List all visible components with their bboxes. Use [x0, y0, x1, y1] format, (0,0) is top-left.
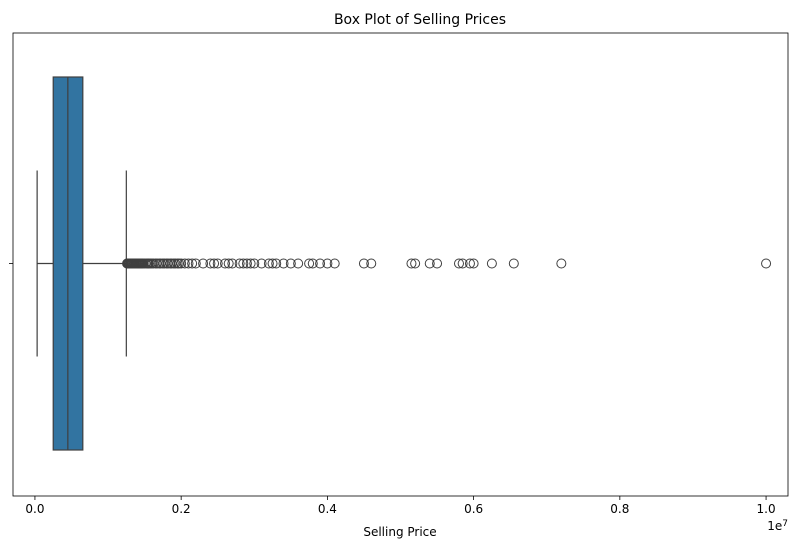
outlier-point [176, 258, 187, 269]
outlier-point [159, 258, 170, 269]
outlier-point [155, 258, 166, 269]
outlier-point [183, 258, 194, 269]
outlier-point [263, 258, 274, 269]
outlier-point [227, 258, 238, 269]
x-tick-label: 0.8 [610, 502, 629, 516]
outlier-point [424, 258, 435, 269]
x-tick-label: 0.0 [25, 502, 44, 516]
outlier-point [457, 258, 468, 269]
outlier-point [148, 258, 159, 269]
chart-title: Box Plot of Selling Prices [334, 12, 506, 28]
outlier-point [212, 258, 223, 269]
outlier-point [410, 258, 421, 269]
outlier-point [406, 258, 417, 269]
x-axis-label: Selling Price [363, 525, 436, 539]
x-tick-label: 0.4 [318, 502, 337, 516]
outlier-point [256, 258, 267, 269]
outlier-point [163, 258, 173, 269]
outlier-point [366, 258, 377, 269]
outlier-point [223, 258, 234, 269]
outlier-point [152, 258, 163, 269]
outlier-point [205, 258, 216, 269]
x-tick-label: 0.2 [172, 502, 191, 516]
outlier-point [234, 258, 245, 269]
outlier-point [271, 258, 282, 269]
outlier-point [170, 258, 181, 269]
axes-frame [12, 32, 789, 497]
outlier-point [209, 258, 220, 269]
outlier-point [173, 258, 184, 269]
outlier-point [238, 258, 249, 269]
outlier-point [166, 258, 177, 269]
outlier-point [304, 258, 315, 269]
outlier-point [249, 258, 260, 269]
outlier-point [453, 258, 464, 269]
outlier-point [468, 258, 479, 269]
outlier-point [307, 258, 318, 269]
outlier-point [432, 258, 443, 269]
outlier-point [464, 258, 475, 269]
outlier-point [358, 258, 369, 269]
outlier-point [508, 258, 519, 269]
x-axis-scale-multiplier: 1e7 [767, 519, 788, 533]
x-tick-label: 0.6 [464, 502, 483, 516]
outlier-point [293, 258, 304, 269]
outlier-point [761, 258, 772, 269]
plot-area [36, 76, 772, 451]
x-tick-label: 1.0 [757, 502, 776, 516]
outlier-point [315, 258, 326, 269]
outlier-point [278, 258, 289, 269]
outlier-point [179, 258, 190, 269]
outlier-point [285, 258, 296, 269]
x-axis-scale-exponent: 7 [782, 519, 788, 529]
outlier-point [245, 258, 256, 269]
outlier-point [322, 258, 333, 269]
outlier-point [220, 258, 231, 269]
outlier-point [267, 258, 278, 269]
outlier-point [187, 258, 198, 269]
outlier-point [486, 258, 497, 269]
x-axis-ticks: 0.0 0.2 0.4 0.6 0.8 1.0 [25, 496, 776, 516]
outlier-point [190, 258, 201, 269]
outlier-point [556, 258, 567, 269]
outlier-point [329, 258, 340, 269]
outlier-point [241, 258, 252, 269]
outlier-point [198, 258, 209, 269]
